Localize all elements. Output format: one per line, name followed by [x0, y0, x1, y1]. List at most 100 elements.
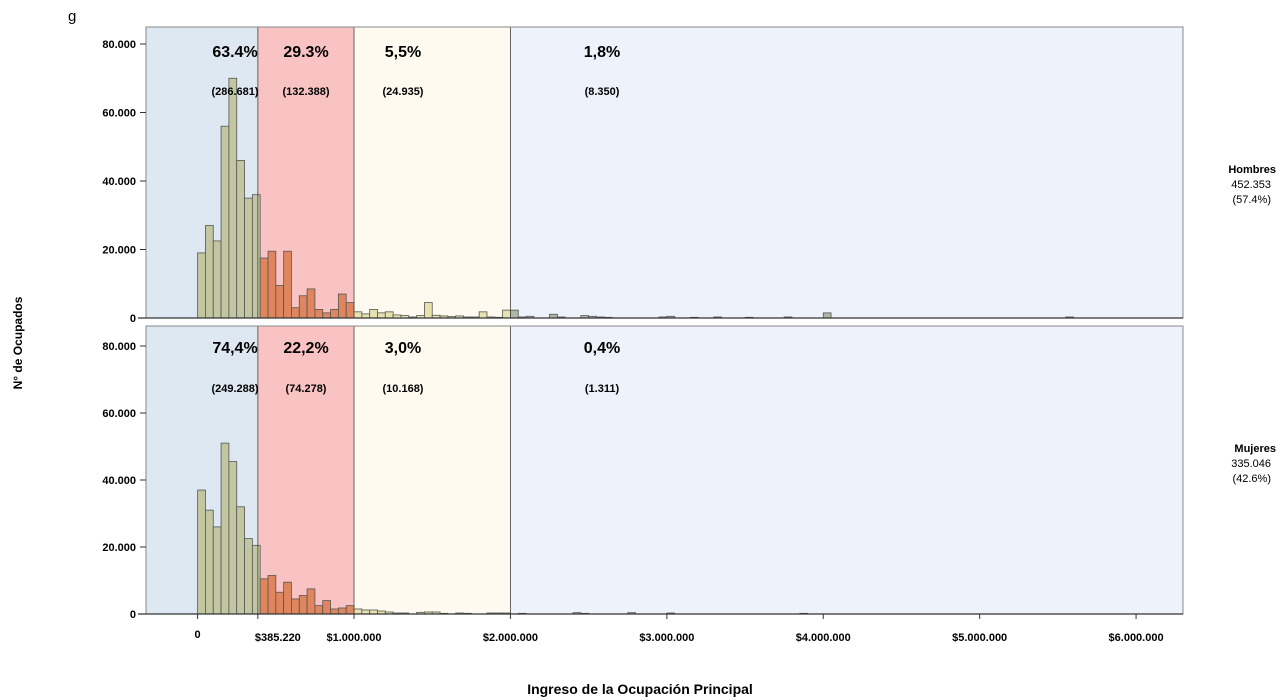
histogram-bar [236, 160, 245, 319]
histogram-bar [291, 598, 300, 615]
y-tick-label: 40.000 [102, 176, 136, 188]
histogram-bar [228, 461, 238, 615]
panel-mujeres: 0 20.000 40.000 60.000 80.000 74,4% (249.288) 2… [102, 325, 1276, 621]
histogram-bar [322, 312, 331, 319]
histogram-bar [244, 197, 253, 319]
band-count-label: (249.288) [211, 383, 258, 395]
histogram-bar [220, 442, 230, 615]
histogram-bar [377, 312, 386, 319]
histogram-bar [345, 302, 355, 319]
band-percent-label: 74,4% [212, 340, 257, 357]
histogram-bar [205, 509, 214, 615]
histogram-bar [314, 309, 324, 319]
histogram-bar [306, 588, 316, 615]
histogram-bar [267, 575, 277, 615]
histogram-bar [337, 607, 347, 615]
histogram-bar [314, 605, 324, 615]
band-count-label: (8.350) [585, 86, 620, 98]
band-count-label: (132.388) [282, 86, 329, 98]
histogram-bar [212, 240, 222, 319]
histogram-bar [228, 77, 238, 319]
histogram-bar [353, 608, 363, 615]
band-3 [510, 326, 1183, 614]
histogram-bar [822, 312, 832, 319]
histogram-bar [291, 307, 300, 319]
y-tick-label: 80.000 [102, 341, 136, 353]
x-axis: 0 $385.220 $1.000.000 $2.000.000 $3.000.000 $… [195, 614, 1164, 644]
x-tick-label: $4.000.000 [796, 632, 851, 644]
histogram-bar [330, 608, 339, 615]
histogram-bar [369, 609, 378, 615]
panel-share: (42.6%) [1232, 473, 1271, 485]
histogram-bar [251, 194, 261, 319]
histogram-bar [510, 309, 519, 319]
band-count-label: (24.935) [383, 86, 424, 98]
y-tick-label: 80.000 [102, 39, 136, 51]
histogram-bar [220, 125, 230, 319]
x-tick-label: $2.000.000 [483, 632, 538, 644]
histogram-bar [337, 293, 347, 319]
band-percent-label: 1,8% [584, 44, 620, 61]
histogram-bar [236, 506, 245, 615]
y-tick-label: 20.000 [102, 542, 136, 554]
histogram-bar [267, 250, 277, 319]
histogram-bar [478, 311, 488, 319]
histogram-bar [306, 288, 316, 319]
histogram-bar [361, 609, 371, 615]
y-tick-label: 0 [130, 609, 136, 621]
histogram-bar [259, 578, 269, 615]
histogram-bar [275, 285, 285, 319]
x-tick-label: $5.000.000 [952, 632, 1007, 644]
band-1 [257, 326, 355, 614]
histogram-bar [330, 309, 339, 319]
y-tick-label: 40.000 [102, 475, 136, 487]
x-tick-label: $6.000.000 [1109, 632, 1164, 644]
band-percent-label: 29.3% [283, 44, 328, 61]
band-percent-label: 3,0% [385, 340, 421, 357]
histogram-bar [361, 313, 371, 319]
y-tick-label: 20.000 [102, 245, 136, 257]
histogram-bar [283, 250, 292, 319]
panel-total: 335.046 [1231, 458, 1271, 470]
y-axis-title: N° de Ocupados [11, 296, 25, 389]
panel-name: Hombres [1228, 164, 1276, 176]
histogram-bar [322, 600, 331, 615]
band-percent-label: 0,4% [584, 340, 620, 357]
band-count-label: (286.681) [211, 86, 258, 98]
band-percent-label: 22,2% [283, 340, 328, 357]
band-percent-label: 5,5% [385, 44, 421, 61]
band-percent-label: 63.4% [212, 44, 257, 61]
panel-name: Mujeres [1234, 443, 1276, 455]
histogram-bar [384, 311, 394, 319]
band-2 [354, 326, 511, 614]
histogram-bar [205, 225, 214, 319]
panel-share: (57.4%) [1232, 194, 1271, 206]
histogram-bar [275, 591, 285, 615]
histogram-bar [298, 595, 308, 615]
histogram-bar [259, 257, 269, 319]
histogram-bar [369, 309, 378, 319]
y-tick-label: 0 [130, 313, 136, 325]
x-tick-label: $385.220 [255, 632, 301, 644]
histogram-bar [502, 309, 511, 319]
band-count-label: (74.278) [286, 383, 327, 395]
histogram-bar [251, 544, 261, 615]
band-3 [510, 27, 1183, 318]
histogram-bar [283, 581, 292, 615]
band-count-label: (1.311) [585, 383, 620, 395]
histogram-bar [197, 489, 206, 615]
histogram-bar [212, 526, 222, 615]
histogram-bar [353, 311, 363, 319]
histogram-bar [244, 538, 253, 615]
x-tick-label: $3.000.000 [639, 632, 694, 644]
panel-hombres: 0 20.000 40.000 60.000 80.000 63.4% (286.681) 2… [102, 26, 1276, 325]
histogram-bar [424, 302, 433, 319]
x-tick-label: 0 [195, 629, 201, 641]
y-tick-label: 60.000 [102, 408, 136, 420]
histogram-panels: 0 20.000 40.000 60.000 80.000 63.4% (286.681) 2… [102, 26, 1276, 621]
y-tick-label: 60.000 [102, 108, 136, 120]
x-axis-title: Ingreso de la Ocupación Principal [527, 681, 753, 697]
histogram-bar [197, 252, 206, 319]
chart-title-fragment: g [68, 8, 76, 25]
